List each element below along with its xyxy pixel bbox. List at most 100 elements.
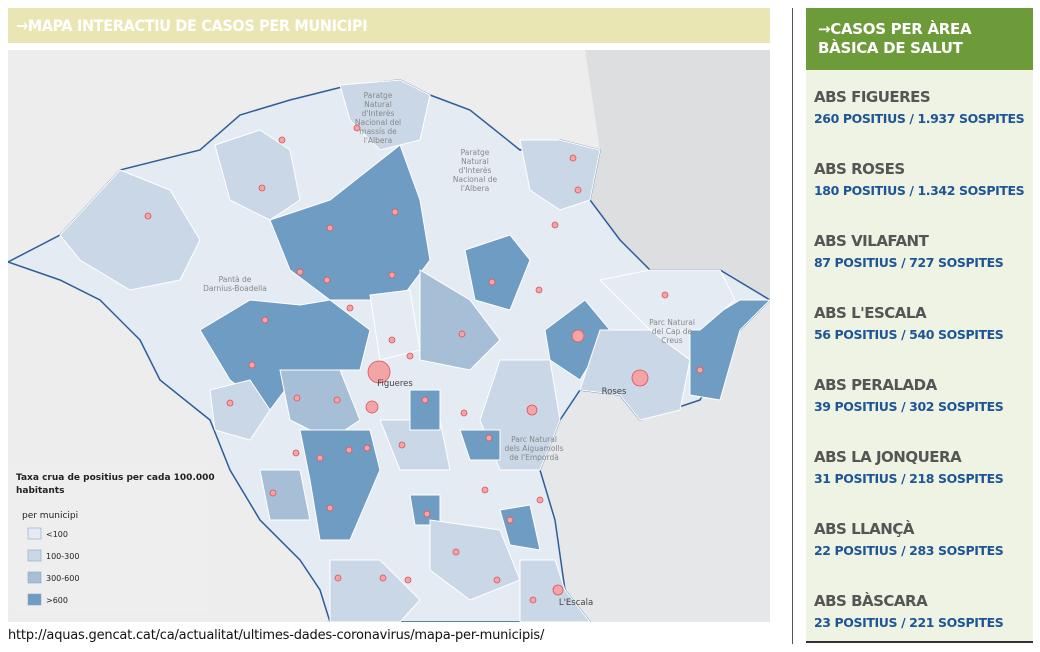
area-entry: ABS BÀSCARA 23 POSITIUS / 221 SOSPITES xyxy=(814,592,1004,630)
legend-label: 100-300 xyxy=(46,552,79,561)
map-label: del Cap de xyxy=(652,327,693,336)
town-marker xyxy=(696,366,704,374)
town-marker xyxy=(485,434,493,442)
municipality xyxy=(214,129,301,221)
municipality xyxy=(464,234,531,311)
area-name: ABS PERALADA xyxy=(814,376,937,394)
town-marker xyxy=(367,360,391,384)
town-marker xyxy=(574,186,582,194)
town-marker xyxy=(261,316,269,324)
legend-subtitle: per municipi xyxy=(22,511,78,521)
divider xyxy=(792,8,793,644)
legend-swatch xyxy=(27,571,42,584)
area-name: ABS VILAFANT xyxy=(814,232,929,250)
area-stats: 260 POSITIUS / 1.937 SOSPITES xyxy=(814,111,1025,126)
town-marker xyxy=(293,394,301,402)
area-stats: 39 POSITIUS / 302 SOSPITES xyxy=(814,399,1004,414)
municipality xyxy=(689,299,770,401)
area-name: ABS L'ESCALA xyxy=(814,304,927,322)
town-marker xyxy=(421,396,429,404)
municipality xyxy=(59,169,201,291)
town-marker xyxy=(661,291,669,299)
area-stats: 23 POSITIUS / 221 SOSPITES xyxy=(814,615,1004,630)
municipality xyxy=(329,559,421,622)
town-marker xyxy=(631,369,649,387)
map-label: Nacional de xyxy=(453,175,498,184)
town-marker xyxy=(460,409,468,417)
municipalities xyxy=(8,79,770,622)
town-marker xyxy=(481,486,489,494)
map-label: Natural xyxy=(364,100,392,109)
map-label: Paratge xyxy=(364,91,393,100)
map-label: Paratge xyxy=(461,148,490,157)
town-marker xyxy=(458,330,466,338)
legend-swatch xyxy=(27,549,42,562)
municipality xyxy=(339,79,431,151)
sidebar: →CASOS PER ÀREA BÀSICA DE SALUT ABS FIGUE… xyxy=(806,8,1033,643)
town-marker xyxy=(526,404,538,416)
town-marker xyxy=(346,304,354,312)
map-label: Creus xyxy=(661,336,683,345)
map-label: Roses xyxy=(602,387,627,397)
legend-label: <100 xyxy=(46,530,68,539)
map-label: d'Interès xyxy=(459,166,492,175)
town-marker xyxy=(292,449,300,457)
map-label: de l'Empordà xyxy=(509,453,559,462)
town-marker xyxy=(404,576,412,584)
map-label: Parc Natural xyxy=(649,318,695,327)
town-marker xyxy=(488,278,496,286)
legend-label: >600 xyxy=(46,596,68,605)
town-marker xyxy=(326,504,334,512)
sidebar-title: →CASOS PER ÀREA xyxy=(818,20,972,38)
map-label: Parc Natural xyxy=(511,435,557,444)
area-stats: 31 POSITIUS / 218 SOSPITES xyxy=(814,471,1004,486)
town-marker xyxy=(323,276,331,284)
municipality xyxy=(259,469,311,521)
town-marker xyxy=(493,576,501,584)
map-label: Nacional del xyxy=(355,118,401,127)
town-marker xyxy=(398,441,406,449)
town-marker xyxy=(316,454,324,462)
area-entry: ABS LA JONQUERA 31 POSITIUS / 218 SOSPITE… xyxy=(814,448,1004,486)
area-stats: 22 POSITIUS / 283 SOSPITES xyxy=(814,543,1004,558)
neighbor-land xyxy=(585,50,770,300)
town-markers xyxy=(144,124,704,604)
town-marker xyxy=(278,136,286,144)
map-label: L'Escala xyxy=(559,598,593,608)
town-marker xyxy=(333,396,341,404)
area-name: ABS ROSES xyxy=(814,160,905,178)
area-entry: ABS VILAFANT 87 POSITIUS / 727 SOSPITES xyxy=(814,232,1004,270)
town-marker xyxy=(552,584,564,596)
municipality xyxy=(409,389,441,431)
town-marker xyxy=(551,221,559,229)
town-marker xyxy=(334,574,342,582)
legend: Taxa crua de positius per cada 100.000 ha… xyxy=(10,462,215,612)
map-label: Figueres xyxy=(377,379,413,389)
town-marker xyxy=(529,596,537,604)
sidebar-header: →CASOS PER ÀREA BÀSICA DE SALUT xyxy=(806,8,1033,70)
town-marker xyxy=(379,574,387,582)
town-marker xyxy=(226,399,234,407)
town-marker xyxy=(345,446,353,454)
town-marker xyxy=(365,400,379,414)
map-label: l'Albera xyxy=(461,184,489,193)
legend-swatch xyxy=(27,593,42,606)
town-marker xyxy=(535,286,543,294)
legend-title: habitants xyxy=(16,486,64,496)
area-stats: 180 POSITIUS / 1.342 SOSPITES xyxy=(814,183,1025,198)
area-entry: ABS LLANÇÀ 22 POSITIUS / 283 SOSPITES xyxy=(814,520,1004,558)
area-entry: ABS ROSES 180 POSITIUS / 1.342 SOSPITES xyxy=(814,160,1025,198)
map-label: Darnius-Boadella xyxy=(203,284,267,293)
town-marker xyxy=(423,510,431,518)
map-label: Pantà de xyxy=(219,275,252,284)
town-marker xyxy=(571,329,585,343)
town-marker xyxy=(296,268,304,276)
source-link[interactable]: http://aquas.gencat.cat/ca/actualitat/ul… xyxy=(8,628,545,643)
area-name: ABS LA JONQUERA xyxy=(814,448,962,466)
town-marker xyxy=(144,212,152,220)
town-marker xyxy=(391,208,399,216)
town-marker xyxy=(388,271,396,279)
town-marker xyxy=(363,444,371,452)
